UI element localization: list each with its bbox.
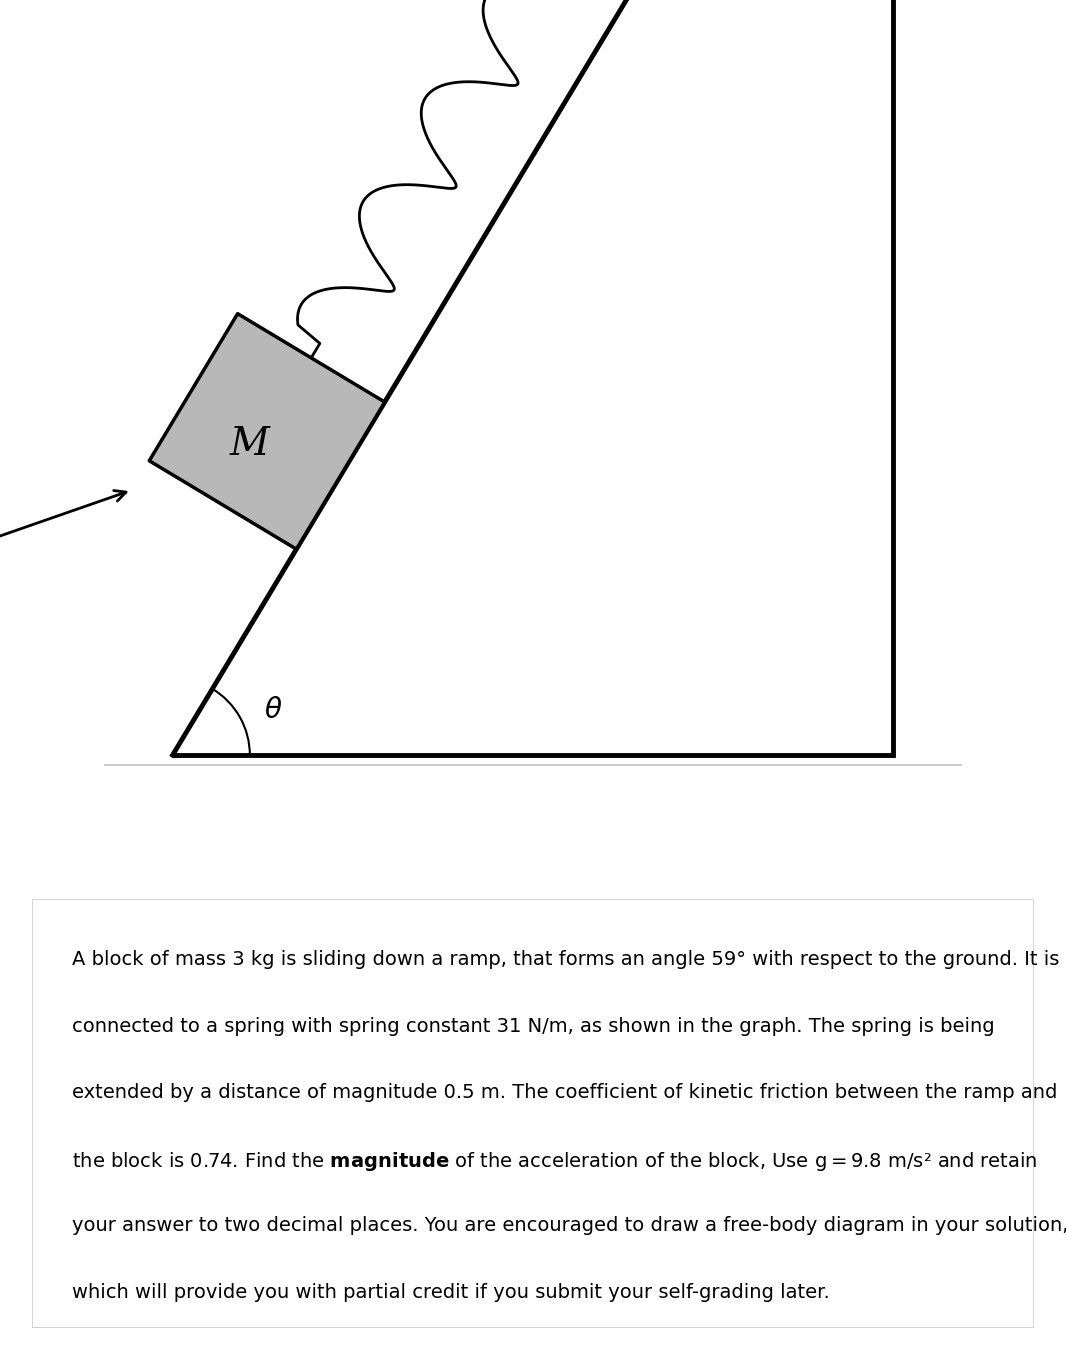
Text: $\theta$: $\theta$ bbox=[264, 697, 282, 725]
Text: extended by a distance of magnitude 0.5 m. The coefficient of kinetic friction b: extended by a distance of magnitude 0.5 … bbox=[72, 1083, 1057, 1102]
Text: M: M bbox=[230, 426, 270, 463]
Text: which will provide you with partial credit if you submit your self-grading later: which will provide you with partial cred… bbox=[72, 1283, 829, 1302]
Text: connected to a spring with spring constant 31 N/m, as shown in the graph. The sp: connected to a spring with spring consta… bbox=[72, 1017, 995, 1036]
Text: A block of mass 3 kg is sliding down a ramp, that forms an angle 59° with respec: A block of mass 3 kg is sliding down a r… bbox=[72, 951, 1060, 970]
Text: the block is 0.74. Find the $\mathbf{magnitude}$ of the acceleration of the bloc: the block is 0.74. Find the $\mathbf{mag… bbox=[72, 1150, 1037, 1173]
FancyBboxPatch shape bbox=[32, 899, 1034, 1328]
Text: your answer to two decimal places. You are encouraged to draw a free-body diagra: your answer to two decimal places. You a… bbox=[72, 1216, 1066, 1235]
Polygon shape bbox=[149, 313, 385, 549]
